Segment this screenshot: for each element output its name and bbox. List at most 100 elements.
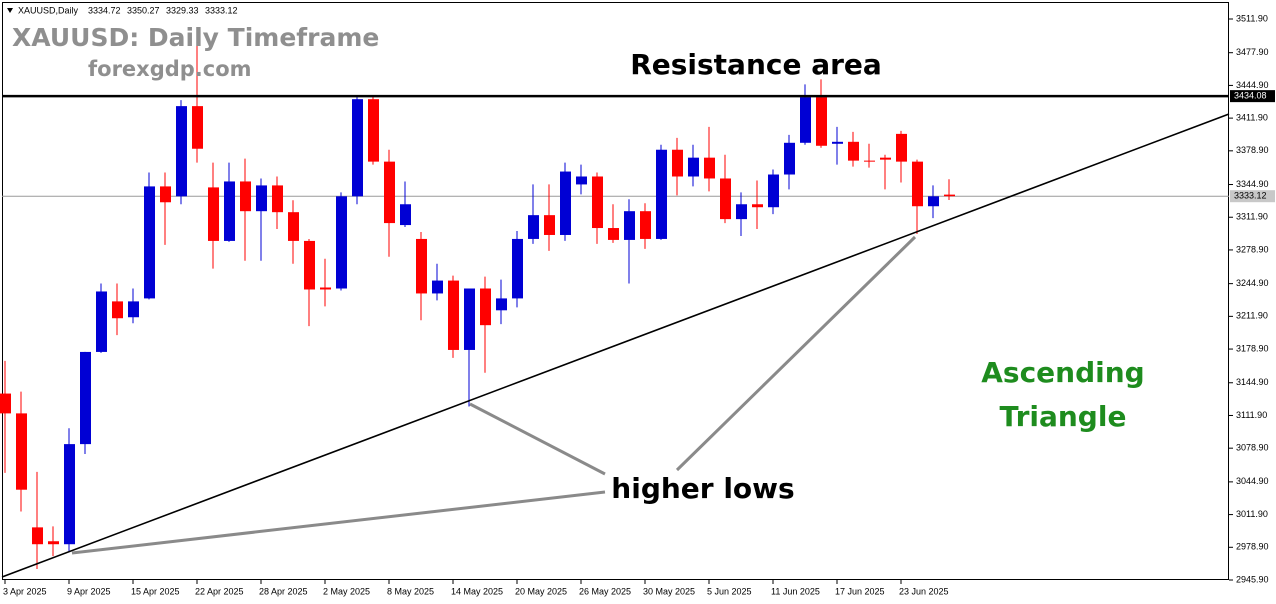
candles	[0, 30, 955, 569]
x-tick-label: 26 May 2025	[579, 586, 631, 596]
x-tick-label: 5 Jun 2025	[707, 586, 752, 596]
candle-body	[80, 351, 91, 445]
candle-body	[208, 187, 219, 241]
candle-body	[752, 204, 763, 208]
x-tick-label: 15 Apr 2025	[131, 586, 180, 596]
chart-subtitle: forexgdp.com	[88, 57, 252, 81]
candle-body	[576, 176, 587, 185]
y-tick-label: 3477.90	[1236, 47, 1269, 57]
y-tick-label: 2945.90	[1236, 574, 1269, 584]
y-tick-label: 3011.90	[1236, 509, 1268, 519]
candle-body	[832, 141, 843, 144]
candle-body	[336, 196, 347, 289]
symbol-label: XAUUSD,Daily	[18, 5, 79, 15]
candle-body	[912, 161, 923, 207]
x-tick-label: 28 Apr 2025	[259, 586, 308, 596]
annotation: Ascending	[981, 356, 1144, 389]
y-tick-label: 3078.90	[1236, 443, 1269, 453]
price-label: 3333.12	[1234, 191, 1267, 201]
x-tick-label: 20 May 2025	[515, 586, 567, 596]
resistance-label: 3434.08	[1234, 91, 1267, 101]
y-tick-label: 3444.90	[1236, 80, 1269, 90]
annotation: higher lows	[611, 472, 794, 505]
candle-body	[464, 288, 475, 350]
y-tick-label: 3211.90	[1236, 311, 1268, 321]
resistance-label-box	[1230, 90, 1275, 103]
candle-body	[608, 228, 619, 240]
candle-body	[784, 142, 795, 175]
candle-body	[192, 106, 203, 149]
candle-body	[224, 181, 235, 241]
y-tick-label: 3411.90	[1236, 112, 1268, 122]
candle-body	[496, 298, 507, 311]
price-label-box	[1230, 190, 1275, 203]
y-tick-label: 3278.90	[1236, 244, 1269, 254]
x-tick-label: 2 May 2025	[323, 586, 370, 596]
y-tick-label: 3144.90	[1236, 377, 1269, 387]
x-tick-label: 17 Jun 2025	[835, 586, 885, 596]
x-tick-label: 9 Apr 2025	[67, 586, 111, 596]
candle-body	[672, 149, 683, 177]
candle-body	[288, 212, 299, 241]
ohlc-value: 3333.12	[205, 5, 238, 15]
ohlc-value: 3334.72	[88, 5, 121, 15]
candle-body	[400, 204, 411, 226]
candle-body	[800, 97, 811, 143]
y-tick-label: 2978.90	[1236, 542, 1269, 552]
candle-body	[304, 240, 315, 290]
y-tick-label: 3311.90	[1236, 212, 1268, 222]
y-tick-label: 3511.90	[1236, 13, 1268, 23]
chart-title: XAUUSD: Daily Timeframe	[12, 23, 379, 52]
pointer-line	[469, 402, 606, 476]
y-tick-label: 3344.90	[1236, 179, 1269, 189]
axis-layer: 2945.90 2978.90 3011.90 3044.90 3078.90 3111.…	[2, 13, 1269, 596]
y-tick-label: 3378.90	[1236, 145, 1269, 155]
candle-body	[272, 185, 283, 213]
candle-body	[448, 280, 459, 350]
y-tick-label: 3044.90	[1236, 476, 1269, 486]
candle-body	[48, 541, 59, 545]
trend-line	[1, 113, 1230, 578]
y-tick-label: 3244.90	[1236, 278, 1269, 288]
candle-body	[864, 160, 875, 162]
pointer-line	[675, 235, 917, 472]
candle-body	[848, 141, 859, 161]
candle-body	[32, 527, 43, 545]
candle-body	[320, 287, 331, 290]
candle-body	[768, 174, 779, 208]
x-tick-label: 23 Jun 2025	[899, 586, 949, 596]
ohlc-value: 3350.27	[127, 5, 160, 15]
candle-body	[384, 161, 395, 224]
y-tick-label: 3178.90	[1236, 343, 1269, 353]
candle-body	[624, 211, 635, 240]
x-tick-label: 30 May 2025	[643, 586, 695, 596]
candle-body	[368, 99, 379, 162]
annotation: Triangle	[1000, 400, 1127, 433]
candle-body	[96, 291, 107, 352]
candle-body	[656, 149, 667, 239]
candle-body	[64, 444, 75, 545]
candle-body	[944, 194, 955, 197]
pointer-lines	[71, 235, 917, 555]
candle-body	[0, 393, 11, 414]
candle-body	[128, 301, 139, 318]
candle-body	[256, 185, 267, 212]
candle-body	[16, 413, 27, 490]
candle-body	[592, 176, 603, 229]
candle-body	[480, 288, 491, 326]
candle-body	[432, 280, 443, 294]
x-tick-label: 14 May 2025	[451, 586, 503, 596]
candle-body	[512, 238, 523, 299]
candle-body	[736, 204, 747, 220]
candle-body	[416, 238, 427, 294]
candle-body	[896, 133, 907, 162]
candle-body	[816, 97, 827, 146]
menu-arrow	[7, 8, 13, 13]
candle-body	[176, 106, 187, 197]
plot-frame	[2, 2, 1229, 580]
candle-body	[928, 196, 939, 207]
x-tick-label: 11 Jun 2025	[771, 586, 820, 596]
candle-body	[160, 186, 171, 203]
candle-body	[688, 157, 699, 177]
